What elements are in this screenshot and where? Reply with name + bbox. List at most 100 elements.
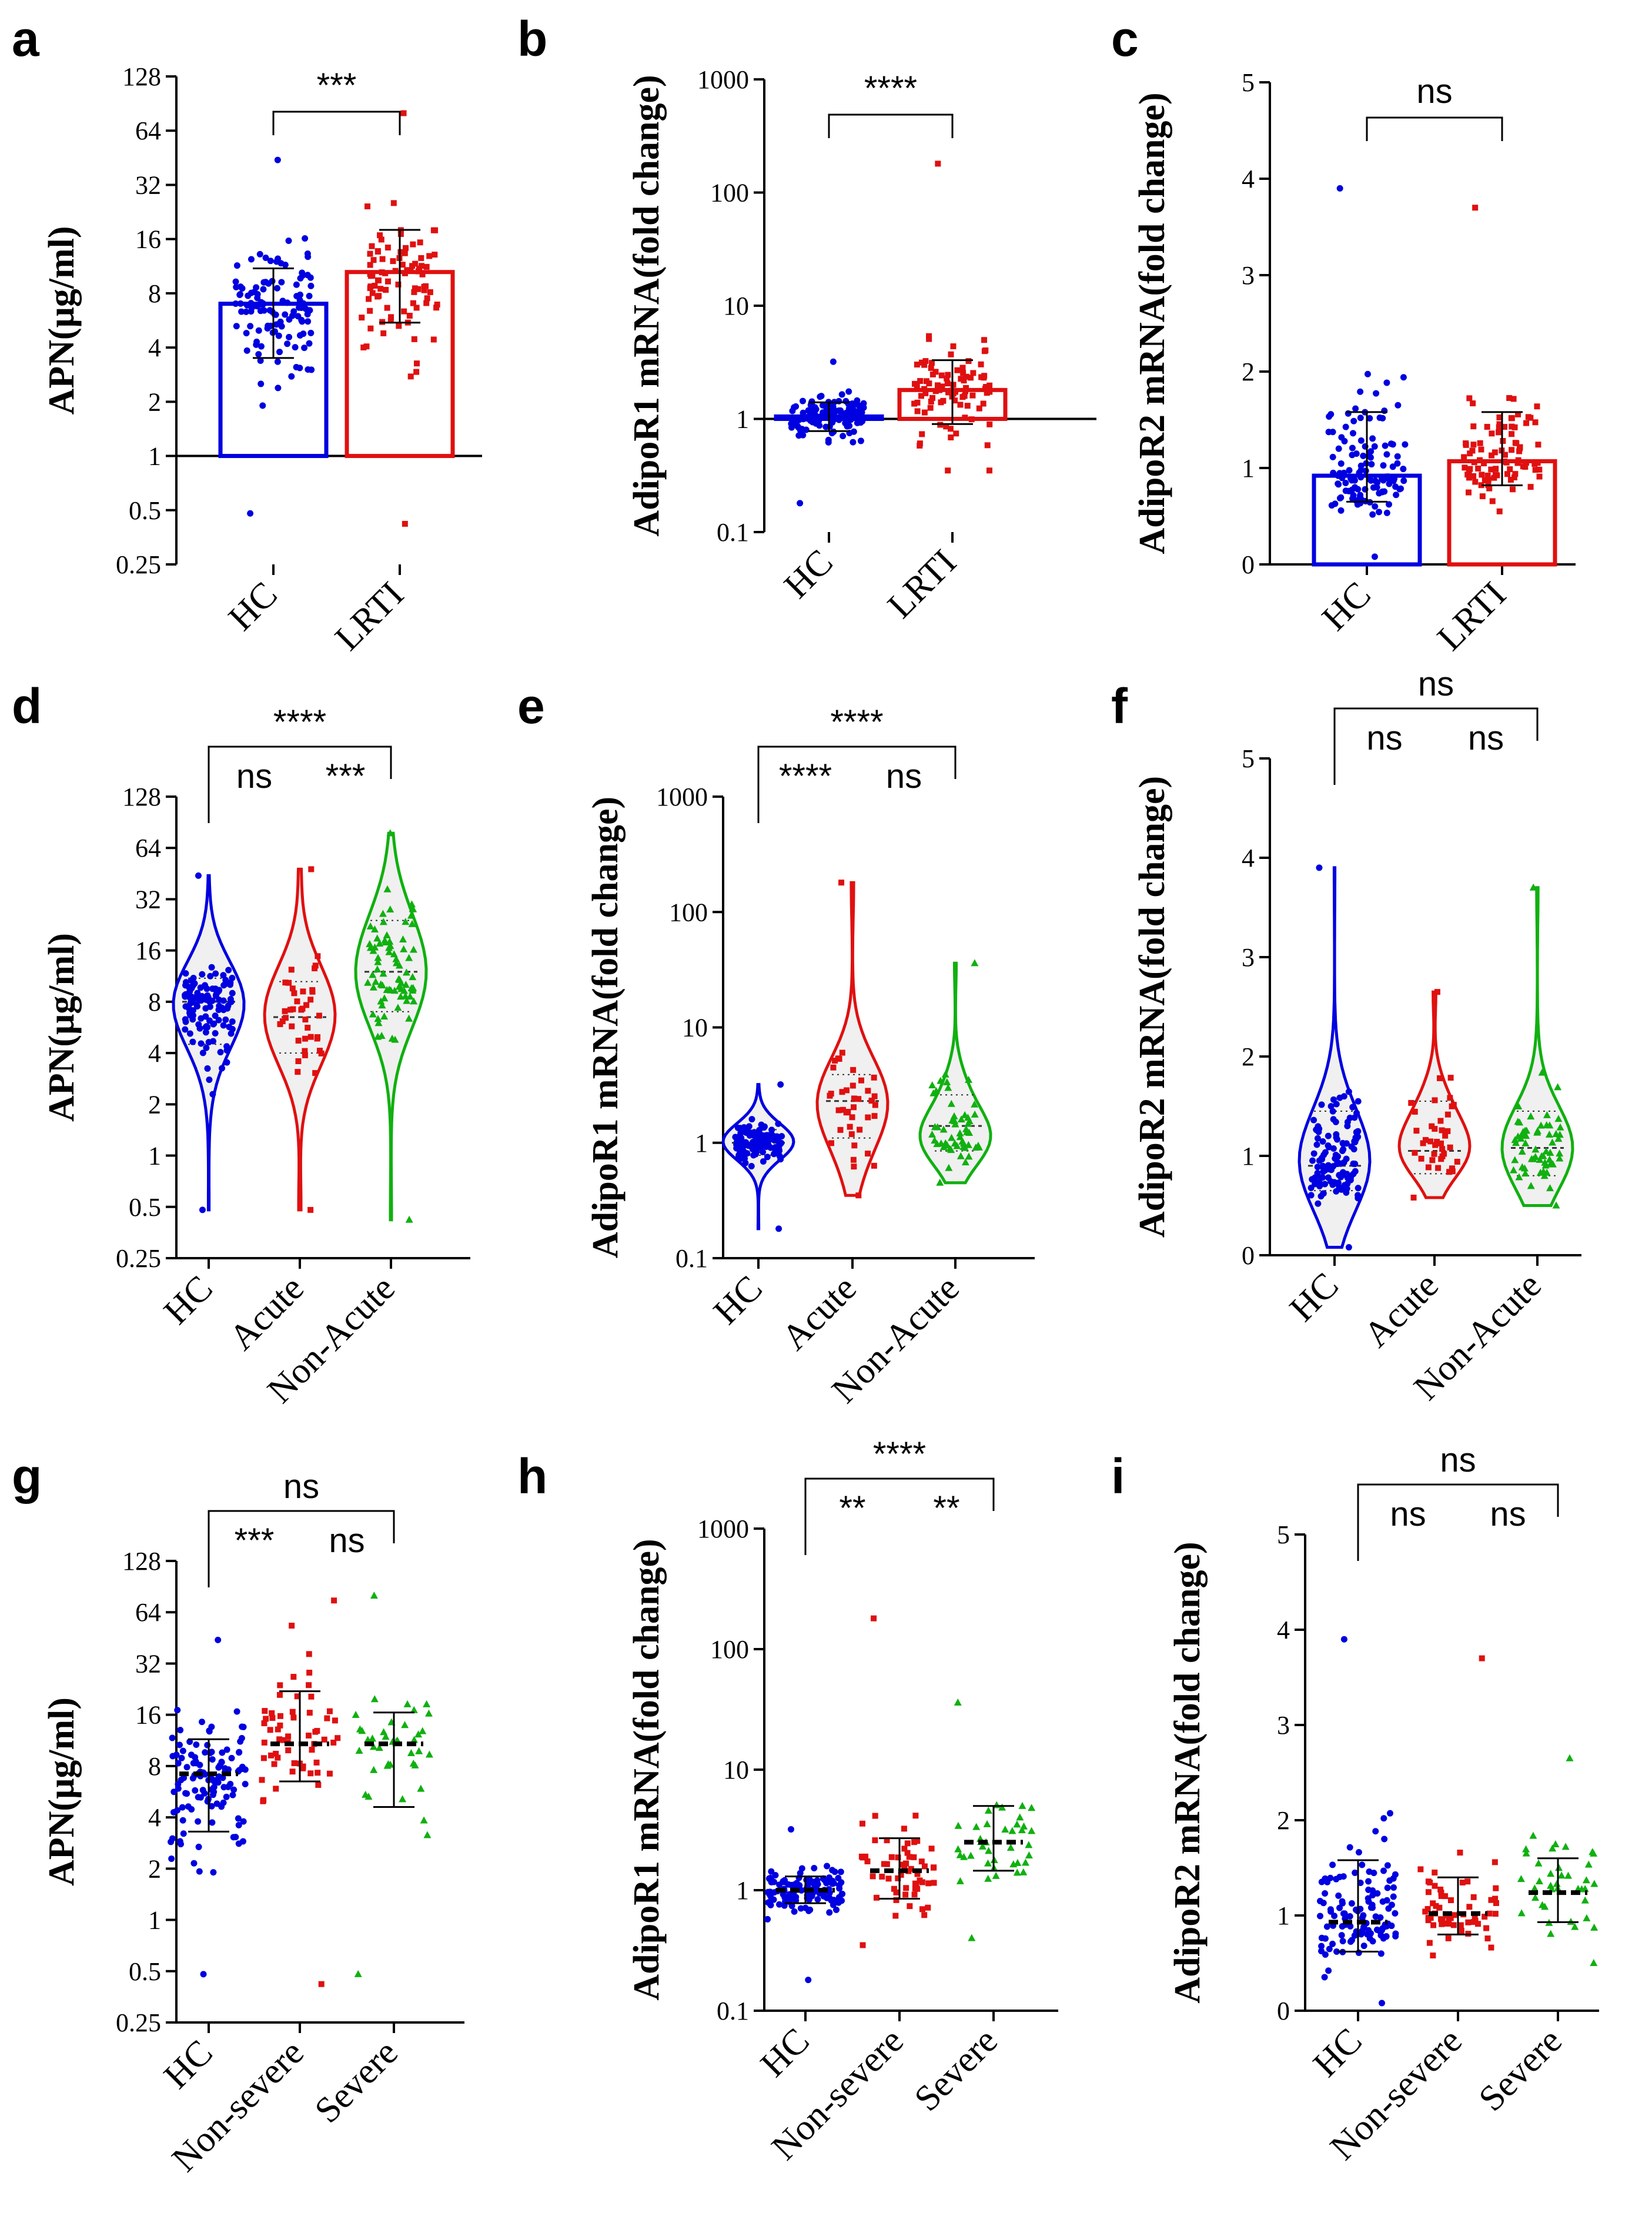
data-point [884, 1861, 890, 1867]
data-point [1360, 1943, 1367, 1950]
data-point [307, 997, 314, 1003]
data-point [965, 1128, 974, 1136]
error-bar [270, 1690, 329, 1783]
data-point [969, 392, 976, 399]
data-point [1511, 1139, 1520, 1146]
y-tick-label: 2 [148, 1090, 161, 1119]
data-point [400, 945, 408, 952]
x-tick-label: Severe [1472, 2021, 1570, 2119]
data-point [1439, 1127, 1445, 1134]
data-point [1380, 477, 1387, 484]
data-point [1329, 1940, 1336, 1947]
data-point [757, 1132, 764, 1139]
data-point [845, 388, 852, 395]
data-point [309, 987, 316, 994]
data-point [1392, 483, 1399, 490]
significance-bracket: ns [208, 1467, 395, 1587]
data-point [939, 383, 945, 390]
bracket-line [208, 1510, 395, 1587]
data-point [818, 393, 825, 400]
data-point [1534, 460, 1541, 466]
data-point [178, 1754, 185, 1761]
data-point [828, 1140, 834, 1146]
data-point [423, 300, 430, 306]
data-point [830, 1901, 837, 1908]
data-point [409, 973, 417, 981]
data-point [772, 1871, 779, 1878]
data-point [748, 1163, 755, 1170]
data-point [832, 1057, 838, 1064]
data-point [419, 1727, 427, 1734]
data-point [1432, 1883, 1438, 1889]
data-point [943, 423, 949, 430]
series-severe [954, 1698, 1036, 1941]
data-point [295, 1058, 302, 1064]
data-point [315, 1781, 322, 1788]
data-point [415, 1747, 423, 1754]
data-point [1327, 411, 1335, 418]
data-point [383, 1761, 392, 1769]
data-point [282, 262, 289, 269]
data-point [822, 409, 829, 416]
data-point [263, 1716, 269, 1722]
data-point [941, 1070, 949, 1078]
panel-e: e 0.1 1 10 100 1000 AdipoR1 mRNA(fold change) H… [517, 678, 1035, 1411]
data-point [196, 1025, 203, 1032]
data-point [864, 1858, 871, 1864]
data-point [1431, 1151, 1437, 1157]
data-point [893, 1897, 899, 1903]
data-point [198, 1015, 205, 1022]
data-point [960, 1853, 968, 1860]
data-point [413, 369, 420, 375]
data-point [938, 399, 944, 406]
data-point [355, 1746, 363, 1754]
data-point [956, 1877, 964, 1884]
data-point [965, 1075, 973, 1083]
data-point [1447, 1075, 1454, 1081]
series-non-severe [1417, 1655, 1499, 1959]
data-point [410, 1736, 419, 1743]
data-point [851, 1142, 858, 1149]
data-point [914, 1871, 921, 1877]
data-point [308, 866, 315, 872]
y-tick-label: 0.5 [129, 1193, 161, 1222]
data-point [918, 1858, 925, 1865]
data-point [193, 1003, 200, 1010]
data-point [388, 1034, 396, 1042]
data-point [223, 1746, 230, 1753]
data-point [911, 1839, 918, 1846]
data-point [1343, 1189, 1350, 1196]
data-point [1318, 1934, 1325, 1941]
data-point [419, 271, 426, 278]
data-point [1422, 1136, 1429, 1143]
data-point [840, 433, 847, 440]
data-point [1357, 474, 1365, 481]
data-point [905, 1868, 912, 1874]
data-point [1006, 1843, 1015, 1851]
data-point [399, 262, 406, 268]
data-point [1016, 1813, 1024, 1821]
y-tick-label: 1000 [656, 783, 708, 811]
data-point [1337, 1174, 1345, 1181]
data-point [981, 375, 987, 381]
data-point [1394, 453, 1401, 460]
data-point [831, 1868, 838, 1875]
data-point [837, 407, 844, 414]
data-point [768, 1126, 775, 1134]
data-point [981, 337, 988, 343]
data-point [288, 967, 295, 973]
y-tick-label: 16 [135, 1701, 161, 1730]
data-point [1336, 1094, 1343, 1101]
data-point [1420, 1140, 1426, 1146]
points [764, 1826, 846, 1984]
data-point [1369, 511, 1376, 518]
data-point [1386, 1810, 1393, 1817]
data-point [1515, 1173, 1523, 1181]
data-point [379, 256, 386, 262]
data-point [258, 380, 265, 387]
data-point [378, 1001, 386, 1009]
data-point [1542, 1147, 1550, 1155]
significance-label: *** [326, 757, 366, 795]
y-tick-label: 100 [710, 179, 749, 208]
series-hc [1297, 864, 1372, 1251]
